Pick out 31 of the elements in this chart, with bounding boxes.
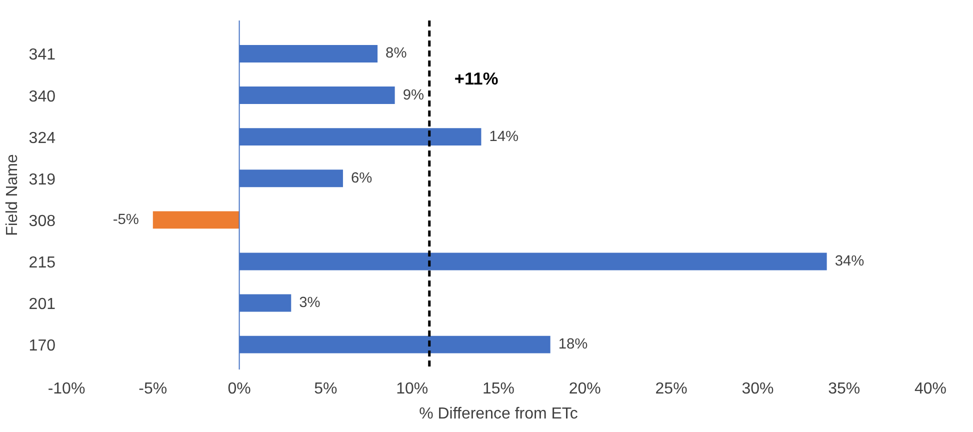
data-label: 6% <box>350 170 372 186</box>
x-tick-label: 20% <box>568 380 601 398</box>
data-label: 3% <box>299 295 320 312</box>
y-tick-label: 215 <box>28 254 56 272</box>
x-tick-label: 0% <box>228 380 251 398</box>
data-label: 34% <box>834 253 864 270</box>
x-tick-label: 5% <box>314 380 338 398</box>
y-tick-label: 170 <box>28 338 56 355</box>
x-tick-label: -5% <box>138 380 168 398</box>
y-axis-title: Field Name <box>4 154 21 236</box>
bar <box>152 211 240 229</box>
data-label: 14% <box>489 128 519 145</box>
ref-line-label: +11% <box>454 68 498 89</box>
y-tick-label: 308 <box>28 212 56 230</box>
y-tick-label: 319 <box>28 171 56 188</box>
y-tick-label: 341 <box>28 46 56 64</box>
x-tick-label: 25% <box>655 380 688 398</box>
data-label: -5% <box>112 212 139 228</box>
x-axis-title: % Difference from ETc <box>419 406 578 422</box>
y-tick-label: 324 <box>28 130 56 147</box>
x-tick-label: 15% <box>482 380 515 398</box>
data-label: 18% <box>558 336 588 353</box>
x-tick-label: 40% <box>914 380 947 398</box>
y-tick-label: 201 <box>28 296 56 314</box>
x-tick-label: 30% <box>742 380 774 398</box>
data-label: 8% <box>386 46 407 62</box>
data-label: 9% <box>402 87 424 104</box>
x-tick-label: 35% <box>828 380 860 398</box>
x-tick-label: 10% <box>396 380 428 398</box>
y-tick-label: 340 <box>28 88 56 106</box>
x-tick-label: -10% <box>48 380 86 398</box>
